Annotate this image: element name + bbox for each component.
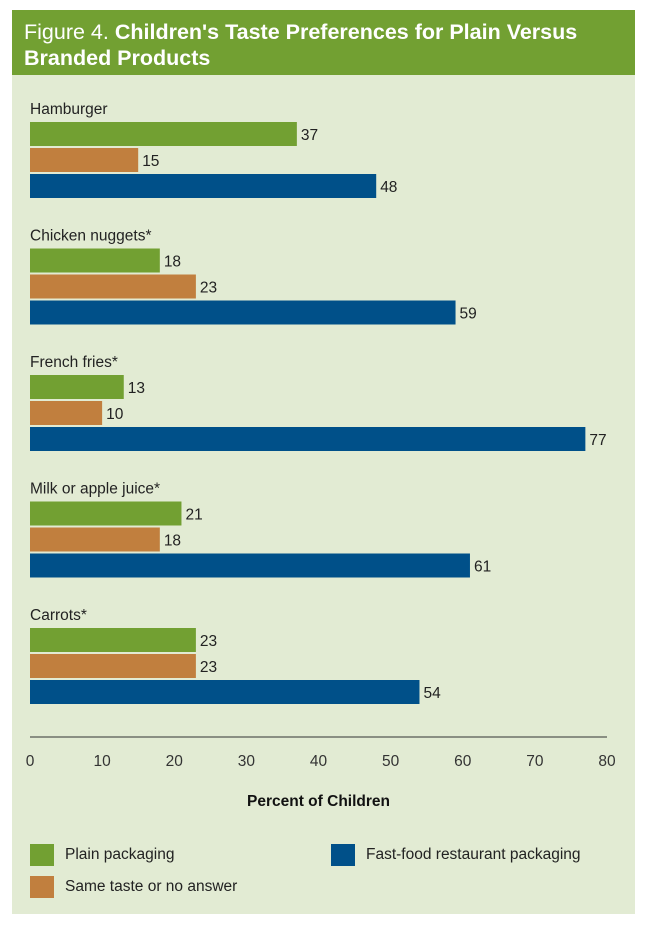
value-label-chicken-nuggets-plain: 18 — [164, 254, 181, 271]
legend-label-fastfood: Fast-food restaurant packaging — [366, 846, 581, 863]
x-tick-label-80: 80 — [598, 753, 616, 770]
value-label-french-fries-same: 10 — [106, 406, 124, 423]
x-tick-label-20: 20 — [166, 753, 184, 770]
x-tick-label-40: 40 — [310, 753, 328, 770]
value-label-hamburger-plain: 37 — [301, 127, 318, 144]
bar-carrots-same — [30, 654, 196, 678]
bar-hamburger-same — [30, 148, 139, 172]
bar-french-fries-same — [30, 401, 103, 425]
legend-label-same: Same taste or no answer — [65, 878, 238, 895]
bar-carrots-plain — [30, 628, 196, 652]
bar-milk-or-apple-juice-same — [30, 527, 160, 552]
category-label-carrots: Carrots* — [30, 607, 87, 624]
value-label-carrots-fastfood: 54 — [423, 685, 441, 702]
legend-swatch-plain — [30, 844, 54, 866]
x-tick-label-30: 30 — [238, 753, 256, 770]
figure-title-text: Children's Taste Preferences for Plain V… — [24, 20, 578, 70]
x-tick-label-50: 50 — [382, 753, 400, 770]
value-label-french-fries-fastfood: 77 — [589, 432, 606, 449]
category-label-chicken-nuggets: Chicken nuggets* — [30, 228, 152, 245]
bar-carrots-fastfood — [30, 680, 420, 704]
value-label-french-fries-plain: 13 — [128, 380, 145, 397]
figure-header: Figure 4. Children's Taste Preferences f… — [12, 10, 635, 75]
value-label-chicken-nuggets-same: 23 — [200, 280, 217, 297]
legend-swatch-same — [30, 876, 54, 898]
value-label-milk-or-apple-juice-plain: 21 — [185, 507, 202, 524]
bar-chicken-nuggets-plain — [30, 248, 160, 273]
value-label-chicken-nuggets-fastfood: 59 — [460, 306, 477, 323]
figure-number: Figure 4. — [24, 20, 109, 44]
x-tick-label-10: 10 — [94, 753, 112, 770]
bar-milk-or-apple-juice-plain — [30, 501, 182, 526]
bar-chicken-nuggets-fastfood — [30, 300, 456, 325]
value-label-carrots-plain: 23 — [200, 633, 217, 650]
bar-hamburger-plain — [30, 122, 297, 146]
bar-french-fries-plain — [30, 375, 124, 399]
legend-label-plain: Plain packaging — [65, 846, 175, 863]
bar-chicken-nuggets-same — [30, 274, 196, 299]
figure-title: Figure 4. Children's Taste Preferences f… — [24, 19, 624, 71]
value-label-carrots-same: 23 — [200, 659, 217, 676]
bar-chart: Hamburger 37 15 48 Chicken nuggets* 18 23 59 Fre… — [26, 101, 616, 810]
category-label-hamburger: Hamburger — [30, 101, 108, 118]
x-axis-title: Percent of Children — [247, 793, 390, 810]
value-label-milk-or-apple-juice-fastfood: 61 — [474, 559, 491, 576]
category-label-french-fries: French fries* — [30, 354, 118, 371]
x-tick-label-70: 70 — [526, 753, 544, 770]
bar-milk-or-apple-juice-fastfood — [30, 553, 470, 578]
figure-panel: Figure 4. Children's Taste Preferences f… — [12, 10, 635, 914]
category-label-milk-or-apple-juice: Milk or apple juice* — [30, 481, 160, 498]
bar-french-fries-fastfood — [30, 427, 586, 451]
value-label-milk-or-apple-juice-same: 18 — [164, 533, 181, 550]
bar-hamburger-fastfood — [30, 174, 377, 198]
legend-swatch-fastfood — [331, 844, 355, 866]
x-tick-label-0: 0 — [26, 753, 35, 770]
x-tick-label-60: 60 — [454, 753, 472, 770]
value-label-hamburger-same: 15 — [142, 153, 159, 170]
value-label-hamburger-fastfood: 48 — [380, 179, 397, 196]
